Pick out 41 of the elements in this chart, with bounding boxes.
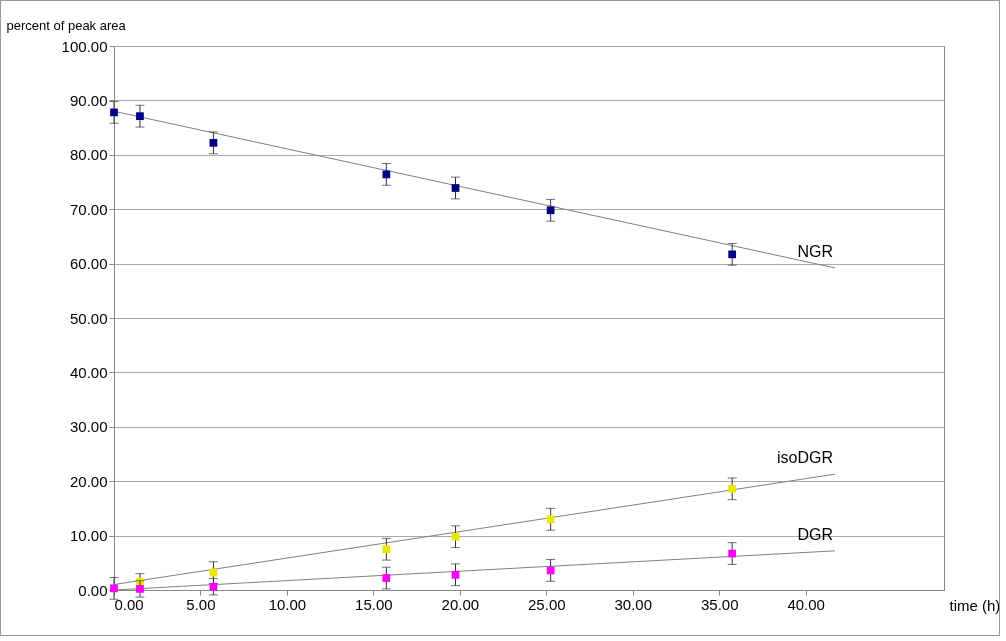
y-tick-label: 50.00 [69,309,108,327]
x-axis-title: time (h) [949,596,1001,614]
point [136,112,144,121]
point [209,582,218,591]
point [382,170,391,179]
y-tick-label: 60.00 [69,255,108,273]
y-tick-label: 20.00 [69,472,108,490]
y-tick-label: 70.00 [69,200,108,218]
x-tick-label: 25.00 [528,595,566,613]
x-tick-label: 35.00 [700,595,739,613]
series-label: isoDGR [777,449,834,467]
point [451,184,460,192]
point [728,484,737,493]
y-tick-label: 80.00 [69,146,108,164]
x-tick-label: 20.00 [441,595,480,613]
point [546,206,555,215]
x-tick-label: 0.00 [114,595,144,613]
point [209,138,218,147]
y-tick-label: 30.00 [69,418,108,436]
point [451,570,460,579]
series-label: DGR [797,525,834,543]
x-tick-label: 30.00 [614,595,653,613]
x-tick-label: 10.00 [268,595,307,613]
y-tick-label: 0.00 [78,581,108,599]
y-tick-label: 10.00 [69,527,108,545]
y-tick-label: 100.00 [61,37,108,55]
point [546,515,555,524]
point [382,574,391,582]
point [136,585,144,593]
point [728,549,737,558]
y-axis-title: percent of peak area [6,17,127,33]
x-tick-label: 5.00 [186,595,216,613]
x-tick-label: 40.00 [787,595,825,613]
y-tick-label: 40.00 [69,363,108,381]
point [382,545,391,554]
point [451,532,460,541]
x-tick-label: 15.00 [355,595,393,613]
y-tick-label: 90.00 [69,91,108,109]
point [728,250,737,259]
series-label: NGR [797,242,834,260]
point [110,108,118,117]
